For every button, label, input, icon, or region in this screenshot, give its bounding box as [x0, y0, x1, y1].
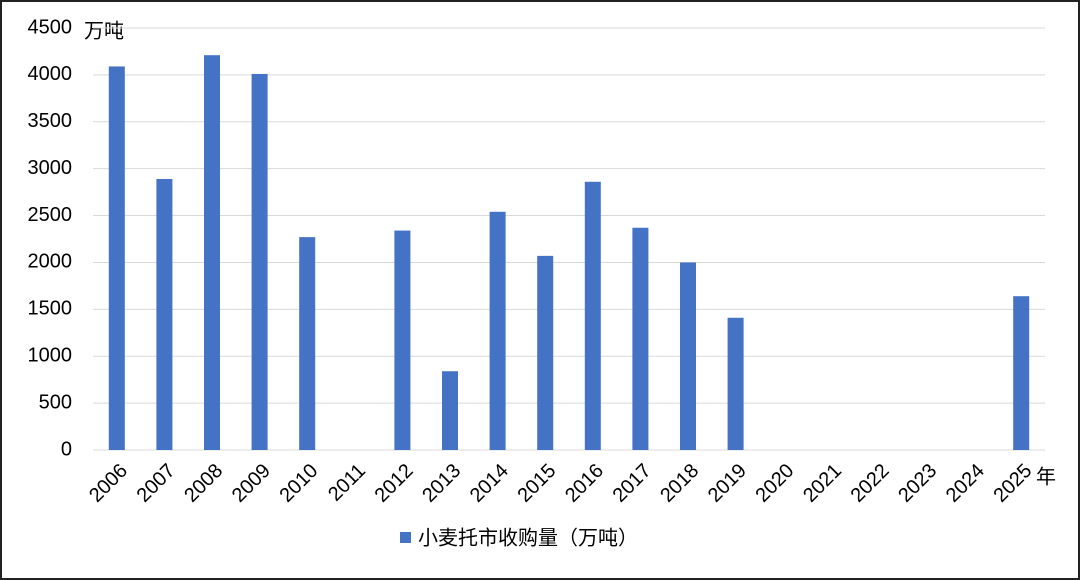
bar [680, 262, 696, 450]
bar [156, 178, 173, 450]
bar [1013, 296, 1030, 450]
y-tick-label: 4500 [28, 16, 73, 38]
legend-swatch [400, 532, 411, 543]
y-tick-label: 1500 [28, 298, 73, 320]
bar [204, 55, 220, 450]
bar [727, 317, 744, 450]
y-tick-label: 0 [61, 438, 72, 460]
y-tick-label: 2500 [28, 204, 73, 226]
bar [394, 230, 411, 450]
y-tick-label: 500 [39, 391, 72, 413]
bar [537, 255, 554, 450]
y-tick-label: 2000 [28, 251, 73, 273]
bar [108, 66, 125, 451]
y-tick-label: 1000 [28, 345, 73, 367]
legend-label: 小麦托市收购量（万吨） [418, 526, 638, 549]
bar [584, 181, 601, 450]
y-tick-label: 3500 [28, 110, 73, 132]
bar [299, 237, 316, 450]
bar [442, 371, 458, 450]
bar [251, 73, 268, 450]
x-unit: 年 [1036, 465, 1056, 488]
bar [489, 211, 506, 450]
bar [632, 227, 649, 450]
y-tick-label: 4000 [28, 63, 73, 85]
y-tick-label: 3000 [28, 157, 73, 179]
y-unit: 万吨 [84, 19, 124, 42]
